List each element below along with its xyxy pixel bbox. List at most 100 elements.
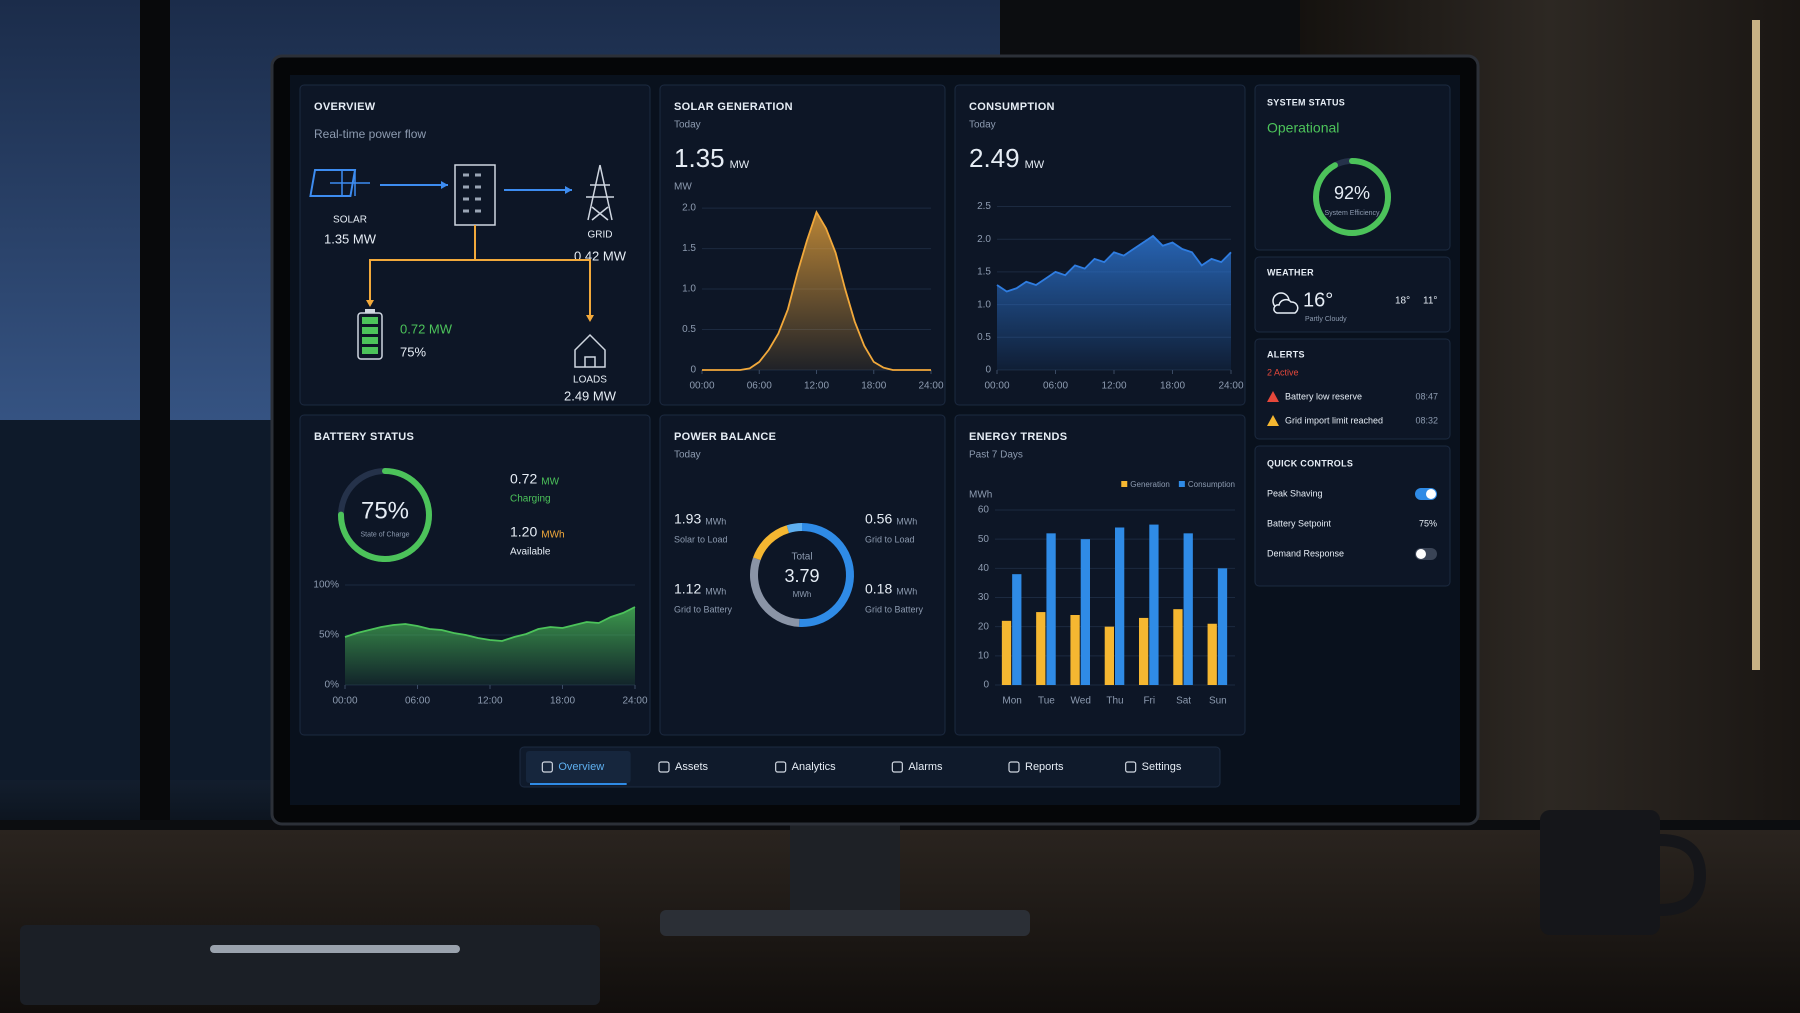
balance-caption: Grid to Load [865, 534, 915, 544]
loads-value: 2.49 MW [564, 388, 617, 403]
y-tick-label: 0% [325, 680, 340, 691]
donut-total: 3.79 [784, 566, 819, 586]
panel-background [954, 414, 1246, 736]
nav-icon [658, 761, 670, 773]
alert-icon [1267, 391, 1279, 402]
control-label: Battery Setpoint [1267, 518, 1332, 528]
y-axis-label: MWh [969, 490, 992, 501]
panel-subtitle: Past 7 Days [969, 450, 1023, 461]
panel-title: WEATHER [1267, 267, 1314, 277]
y-tick-label: 2.0 [682, 203, 696, 214]
nav-icon [775, 761, 787, 773]
control-value: 75% [1419, 518, 1437, 528]
weather-high: 18° [1395, 296, 1410, 307]
nav-icon [891, 761, 903, 773]
panel-background [1254, 445, 1451, 587]
panel-background [1254, 338, 1451, 440]
line [702, 209, 931, 371]
y-tick-label: 2.5 [977, 201, 991, 212]
x-tick-label: 24:00 [622, 696, 647, 707]
battery-cell [362, 317, 378, 324]
gauge-caption: System Efficiency [1324, 210, 1380, 217]
flow-line [369, 225, 591, 315]
nav-background [519, 746, 1221, 788]
panel: SOLAR GENERATION Today 1.35 MW MW 0 0.5 1.0 1.5 2… [659, 84, 946, 406]
flow-line [380, 184, 572, 191]
panel-subtitle: Today [674, 120, 701, 131]
weather-condition: Partly Cloudy [1305, 316, 1347, 323]
loads-label: LOADS [573, 375, 607, 386]
panel-title: OVERVIEW [314, 101, 376, 113]
x-tick-label: 12:00 [804, 381, 829, 392]
nav-item[interactable]: Overview [558, 761, 604, 773]
panel: CONSUMPTION Today 2.49 MW 0 0.5 1.0 1.5 2.0 2.5 00… [954, 84, 1246, 406]
y-tick-label: 40 [978, 563, 990, 574]
bar [1036, 612, 1046, 685]
y-tick-label: 0.5 [682, 324, 696, 335]
weather-temp: 16° [1303, 289, 1333, 311]
x-tick-label: Sat [1176, 696, 1191, 707]
y-tick-label: 0.5 [977, 332, 991, 343]
nav-item[interactable]: Reports [1025, 761, 1064, 773]
nav-active-underline [530, 783, 627, 785]
bar [1217, 568, 1228, 685]
panel-title: SOLAR GENERATION [674, 101, 793, 113]
monitor-neck [790, 820, 900, 920]
bar [1012, 574, 1022, 685]
nav-bar: Overview Assets Analytics Alarms Reports Sett… [519, 746, 1221, 788]
panel-title: ENERGY TRENDS [969, 431, 1067, 443]
x-tick-label: 12:00 [477, 696, 502, 707]
battery-energy-unit: MWh [541, 530, 564, 541]
x-tick-label: Thu [1106, 696, 1123, 707]
line [344, 606, 636, 642]
gauge-caption: State of Charge [360, 532, 409, 539]
panel-background [1254, 256, 1451, 333]
building-icon [463, 173, 481, 213]
mug-handle [1659, 834, 1707, 916]
panel-subtitle: Today [674, 450, 701, 461]
panel: BATTERY STATUS 75% State of Charge 0.72 MW Ch… [299, 414, 651, 736]
alert-time: 08:47 [1415, 391, 1438, 401]
battery-soc: 75% [400, 344, 426, 359]
bar [1183, 533, 1193, 685]
x-tick-label: 18:00 [550, 696, 575, 707]
loads-icon [574, 333, 606, 368]
battery-energy-state: Available [510, 547, 551, 558]
x-tick-label: Sun [1209, 696, 1227, 707]
panel-background [659, 414, 946, 736]
solar-label: SOLAR [333, 215, 367, 226]
nav-item[interactable]: Alarms [908, 761, 943, 773]
panel-title: SYSTEM STATUS [1267, 97, 1345, 107]
panel: OVERVIEW Real-time power flow SOLAR 1.35 MW… [299, 84, 651, 406]
donut-segment [753, 525, 790, 561]
nav-icon [541, 761, 553, 773]
x-tick-label: 24:00 [1218, 381, 1243, 392]
screen: OVERVIEW Real-time power flow SOLAR 1.35 MW… [290, 75, 1460, 805]
panel-background [659, 84, 946, 406]
x-tick-label: Wed [1071, 696, 1091, 707]
battery-energy: 1.20 [510, 524, 537, 540]
panel-title: ALERTS [1267, 349, 1305, 359]
nav-item[interactable]: Assets [675, 761, 709, 773]
x-tick-label: 06:00 [405, 696, 430, 707]
donut-segment [750, 557, 800, 627]
donut-segment [798, 523, 854, 627]
y-tick-label: 1.0 [682, 284, 696, 295]
area [997, 235, 1231, 370]
y-tick-label: 100% [313, 580, 339, 591]
battery-power: 0.72 [510, 471, 537, 487]
y-tick-label: 60 [978, 505, 990, 516]
y-tick-label: 30 [978, 592, 990, 603]
weather-low: 11° [1423, 296, 1437, 307]
balance-caption: Grid to Battery [865, 604, 924, 614]
bar [1104, 626, 1114, 685]
nav-item[interactable]: Analytics [792, 761, 837, 773]
legend-label: Consumption [1188, 480, 1235, 489]
panel: ENERGY TRENDS Past 7 Days MWh 0 10 20 30 40 50 60… [954, 414, 1246, 736]
panel: POWER BALANCE Today Total 3.79 MWh 1.93 MWh Sol… [659, 414, 946, 736]
control-label: Peak Shaving [1267, 488, 1323, 498]
x-tick-label: Fri [1143, 696, 1155, 707]
nav-item[interactable]: Settings [1142, 761, 1182, 773]
bar [1080, 539, 1090, 685]
panel: QUICK CONTROLS Peak Shaving Battery Setpoi… [1254, 445, 1451, 587]
